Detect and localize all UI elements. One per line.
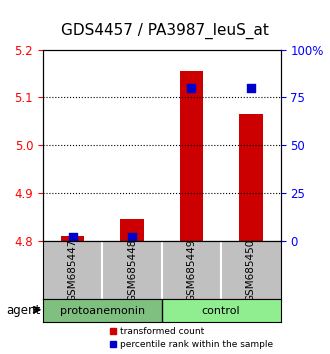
- Point: [70, 234, 75, 240]
- Point: [129, 234, 135, 240]
- Text: control: control: [202, 306, 241, 316]
- Text: GSM685449: GSM685449: [186, 238, 196, 302]
- Text: GDS4457 / PA3987_leuS_at: GDS4457 / PA3987_leuS_at: [61, 23, 269, 39]
- Text: GSM685448: GSM685448: [127, 238, 137, 302]
- Bar: [43, 299, 162, 322]
- Text: agent: agent: [7, 304, 41, 317]
- Point: [189, 85, 194, 91]
- Legend: transformed count, percentile rank within the sample: transformed count, percentile rank withi…: [110, 327, 273, 349]
- Bar: [180, 71, 203, 241]
- Bar: [61, 236, 84, 241]
- Bar: [239, 114, 263, 241]
- Bar: [162, 299, 280, 322]
- Point: [248, 85, 253, 91]
- Text: GSM685450: GSM685450: [246, 238, 256, 302]
- Text: protoanemonin: protoanemonin: [60, 306, 145, 316]
- Text: GSM685447: GSM685447: [68, 238, 78, 302]
- Bar: [120, 219, 144, 241]
